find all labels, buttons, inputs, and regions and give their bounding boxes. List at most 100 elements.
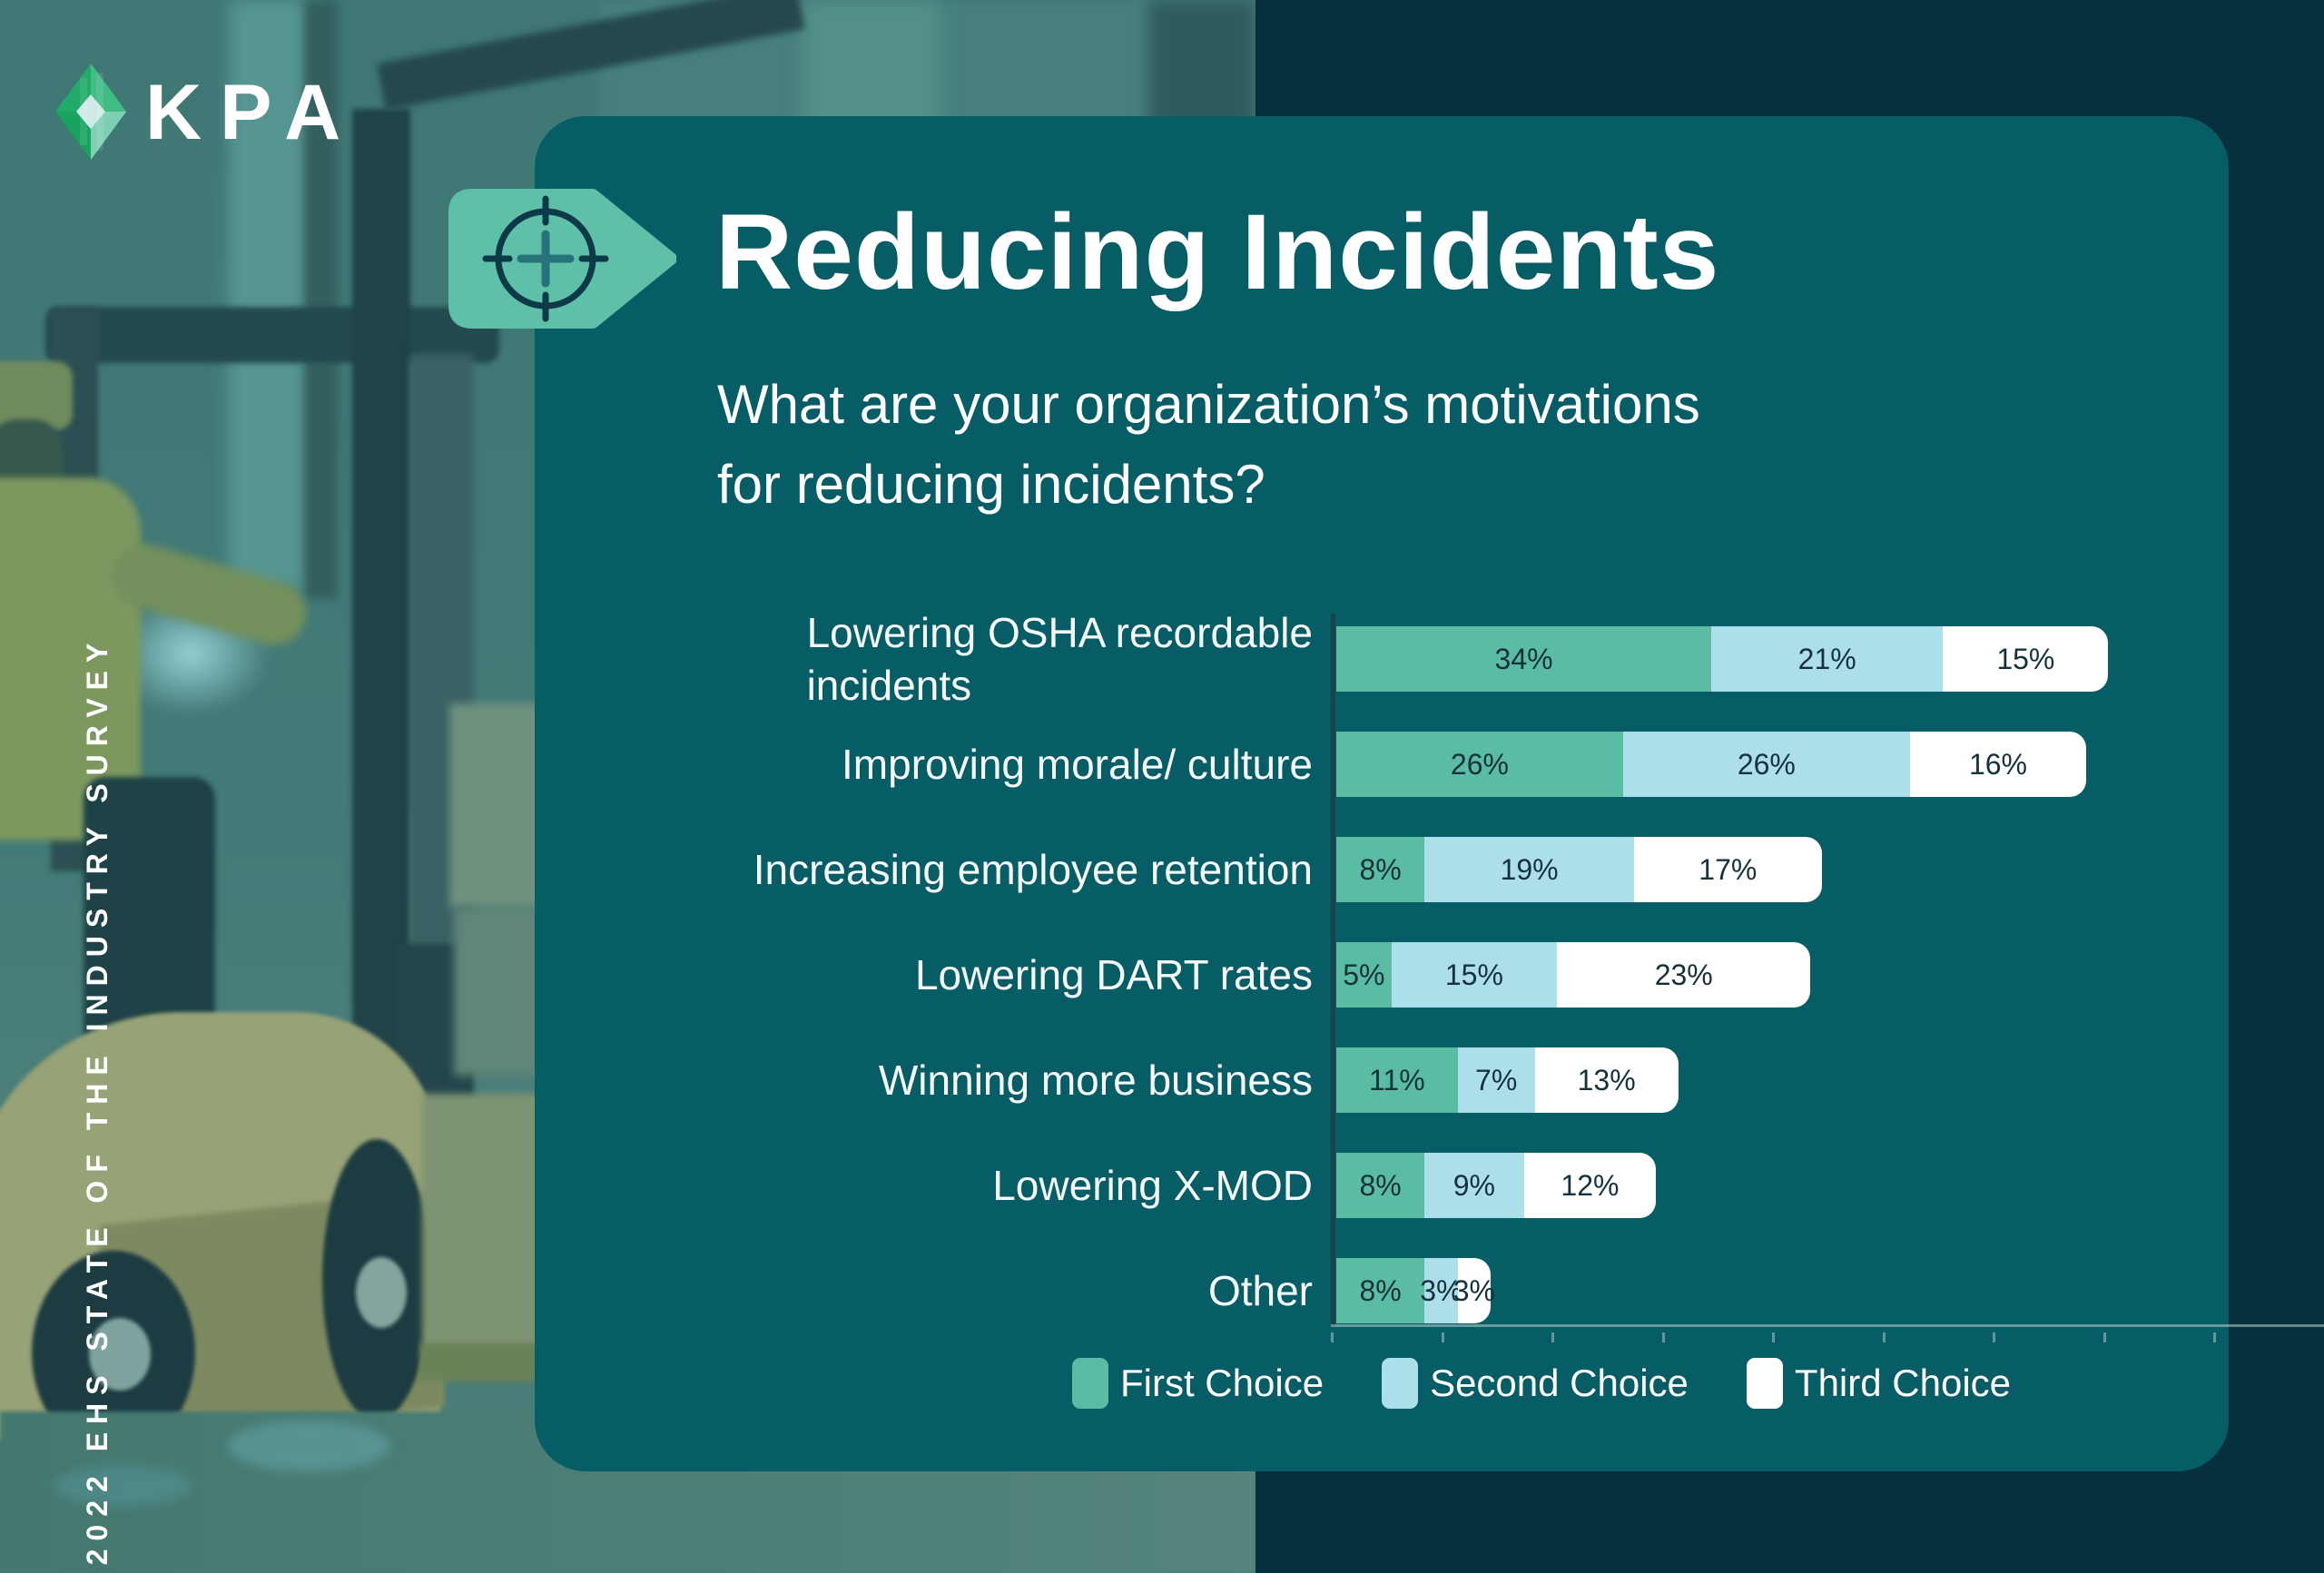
wall-shadow-band <box>305 0 338 599</box>
bar-segment-second-choice: 15% <box>1391 942 1557 1008</box>
bar-row: 5% 15% 23% <box>1336 942 1811 1008</box>
bar-segment-third-choice: 16% <box>1909 732 2087 797</box>
axis-tick <box>1661 1332 1665 1342</box>
category-label: Increasing employee retention <box>472 843 1313 896</box>
axis-tick <box>1882 1332 1886 1342</box>
bar-segment-first-choice: 8% <box>1336 1153 1425 1218</box>
segment-value: 7% <box>1475 1063 1518 1096</box>
segment-value: 17% <box>1699 852 1758 886</box>
bar-segment-second-choice: 19% <box>1424 837 1635 902</box>
category-label-text: Increasing employee retention <box>753 846 1313 893</box>
segment-value: 26% <box>1450 747 1509 781</box>
category-label: Lowering X-MOD <box>472 1159 1313 1212</box>
axis-tick <box>1551 1332 1554 1342</box>
bar-segment-second-choice: 9% <box>1424 1153 1524 1218</box>
bar-segment-first-choice: 8% <box>1336 837 1425 902</box>
target-icon <box>482 195 609 322</box>
legend-swatch-first-choice <box>1072 1358 1108 1409</box>
segment-value: 26% <box>1737 747 1796 781</box>
chart-vertical-axis <box>1331 614 1335 1327</box>
segment-value: 5% <box>1343 958 1385 991</box>
segment-value: 3% <box>1452 1273 1495 1307</box>
category-label-text: Other <box>1207 1267 1313 1314</box>
bar-segment-second-choice: 3% <box>1420 1258 1462 1323</box>
category-label: Winning more business <box>472 1054 1313 1106</box>
chart-baseline <box>1331 1324 2324 1327</box>
category-label: Lowering OSHA recordable incidents <box>472 606 1313 712</box>
axis-tick <box>2102 1332 2106 1342</box>
legend-item: Third Choice <box>1746 1358 2012 1409</box>
segment-value: 34% <box>1494 642 1553 675</box>
bar-row: 34% 21% 15% <box>1336 626 2109 692</box>
segment-value: 13% <box>1577 1063 1636 1096</box>
chart-legend: First Choice Second Choice Third Choice <box>1072 1356 2011 1411</box>
category-label: Lowering DART rates <box>472 949 1313 1001</box>
bar-row: 11% 7% 13% <box>1336 1047 1679 1113</box>
segment-value: 8% <box>1359 852 1402 886</box>
bar-segment-third-choice: 23% <box>1557 942 1811 1008</box>
bar-segment-third-choice: 3% <box>1453 1258 1495 1323</box>
legend-swatch-second-choice <box>1382 1358 1419 1409</box>
kpa-wordmark: KPA <box>145 69 359 156</box>
bar-segment-second-choice: 21% <box>1711 626 1944 692</box>
segment-value: 23% <box>1654 958 1713 991</box>
bar-segment-third-choice: 17% <box>1634 837 1822 902</box>
legend-swatch-third-choice <box>1746 1358 1783 1409</box>
page-subtitle: What are your organization’s motivations… <box>717 365 1988 525</box>
axis-tick <box>1331 1332 1334 1342</box>
forklift-rear-hub <box>356 1257 407 1328</box>
segment-value: 15% <box>1444 958 1503 991</box>
bar-row: 26% 26% 16% <box>1336 732 2087 797</box>
legend-item: Second Choice <box>1382 1358 1689 1409</box>
floor-reflection <box>227 1421 390 1471</box>
category-label-text: Lowering DART rates <box>914 951 1313 998</box>
segment-value: 19% <box>1500 852 1559 886</box>
segment-value: 11% <box>1368 1063 1425 1096</box>
legend-item: First Choice <box>1072 1358 1324 1409</box>
kpa-logo: KPA <box>53 58 361 163</box>
subtitle-line-1: What are your organization’s motivations <box>717 374 1700 435</box>
segment-value: 21% <box>1797 642 1856 675</box>
forklift-front-hub <box>89 1318 151 1391</box>
legend-label: First Choice <box>1120 1362 1324 1404</box>
bar-segment-second-choice: 7% <box>1457 1047 1535 1113</box>
category-label: Other <box>472 1264 1313 1317</box>
floor-reflection <box>54 1466 191 1506</box>
legend-label: Second Choice <box>1430 1362 1689 1404</box>
bar-segment-first-choice: 5% <box>1336 942 1392 1008</box>
segment-value: 9% <box>1452 1168 1495 1202</box>
window-light-column <box>229 0 307 590</box>
segment-value: 3% <box>1420 1273 1462 1307</box>
subtitle-line-2: for reducing incidents? <box>717 454 1265 515</box>
bar-segment-third-choice: 13% <box>1534 1047 1679 1113</box>
axis-tick <box>1772 1332 1775 1342</box>
category-label-text: Winning more business <box>878 1057 1313 1104</box>
axis-tick <box>1993 1332 1995 1342</box>
bar-row: 8% 19% 17% <box>1336 837 1822 902</box>
bar-row: 8% 3% 3% <box>1336 1258 1495 1323</box>
bar-segment-third-choice: 12% <box>1523 1153 1657 1218</box>
segment-value: 12% <box>1561 1168 1620 1202</box>
bar-segment-first-choice: 26% <box>1336 732 1623 797</box>
category-label-text: Improving morale/ culture <box>842 741 1313 788</box>
segment-value: 8% <box>1359 1273 1402 1307</box>
legend-label: Third Choice <box>1794 1362 2012 1404</box>
target-badge <box>448 189 676 329</box>
segment-value: 8% <box>1359 1168 1402 1202</box>
axis-tick <box>1441 1332 1444 1342</box>
bar-segment-first-choice: 34% <box>1336 626 1712 692</box>
category-label-text: Lowering OSHA recordable incidents <box>806 609 1313 709</box>
pallet <box>419 1343 556 1381</box>
survey-vertical-label: 2022 EHS STATE OF THE INDUSTRY SURVEY <box>81 634 113 1566</box>
bar-row: 8% 9% 12% <box>1336 1153 1657 1218</box>
category-label-text: Lowering X-MOD <box>992 1162 1313 1209</box>
forklift-seat-back <box>84 777 215 1058</box>
bar-segment-second-choice: 26% <box>1622 732 1910 797</box>
bar-segment-first-choice: 8% <box>1336 1258 1425 1323</box>
kpa-diamond-icon <box>55 64 126 160</box>
page-title: Reducing Incidents <box>715 192 1720 312</box>
worker-cap <box>0 361 73 430</box>
forklift-mast-post <box>352 109 410 1089</box>
bar-segment-first-choice: 11% <box>1336 1047 1458 1113</box>
